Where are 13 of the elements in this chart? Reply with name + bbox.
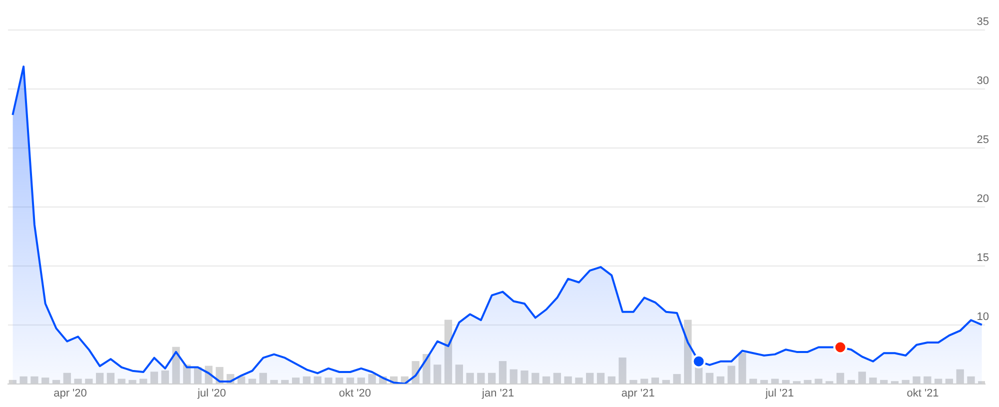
y-tick-label: 10 <box>976 310 989 323</box>
x-tick-label: apr '21 <box>621 387 655 400</box>
x-tick-label: jan '21 <box>481 387 514 400</box>
x-tick-label: jul '21 <box>764 387 794 400</box>
y-tick-label: 20 <box>976 192 989 205</box>
x-tick-label: jul '20 <box>196 387 226 400</box>
x-tick-label: okt '21 <box>906 387 939 400</box>
x-tick-label: apr '20 <box>54 387 87 400</box>
x-tick-label: okt '20 <box>338 387 371 400</box>
y-tick-label: 25 <box>976 134 989 146</box>
y-tick-label: 15 <box>976 252 989 264</box>
y-tick-label: 35 <box>976 16 989 28</box>
y-tick-label: 30 <box>976 75 989 87</box>
